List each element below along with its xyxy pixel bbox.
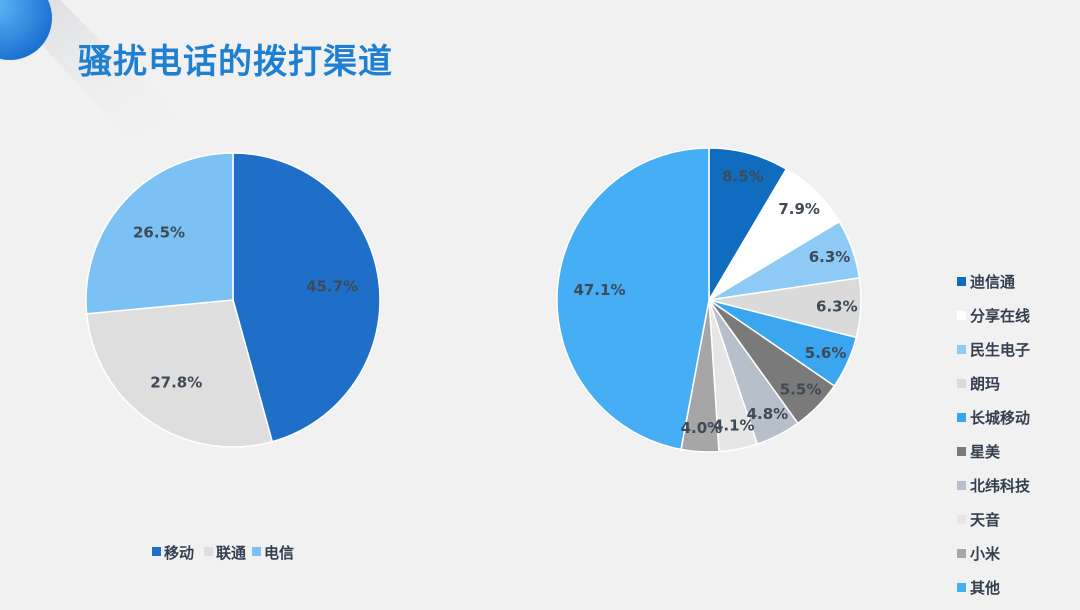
data-label: 27.8%	[150, 373, 202, 391]
pie-slice	[85, 299, 274, 448]
legend-swatch	[252, 547, 261, 556]
legend-label: 民生电子	[970, 341, 1030, 359]
pie-slice	[232, 152, 381, 443]
pie-slice	[556, 147, 710, 451]
data-label: 47.1%	[573, 281, 625, 299]
legend-label: 朗玛	[970, 375, 1000, 393]
legend-swatch	[957, 515, 966, 524]
legend-swatch	[957, 481, 966, 490]
pie-slice	[85, 152, 234, 315]
legend-label: 迪信通	[970, 273, 1015, 291]
legend-label: 移动	[164, 544, 194, 562]
data-label: 26.5%	[133, 224, 185, 242]
data-label: 5.5%	[780, 380, 822, 398]
legend-label: 长城移动	[970, 409, 1030, 427]
corner-decoration	[0, 0, 190, 130]
legend-label: 小米	[970, 545, 1001, 563]
legend-swatch	[957, 549, 966, 558]
data-label: 8.5%	[722, 168, 764, 186]
data-label: 45.7%	[306, 278, 358, 296]
data-label: 4.0%	[681, 419, 723, 437]
legend-label: 其他	[970, 579, 1000, 597]
legend-swatch	[957, 413, 966, 422]
legend-swatch	[957, 379, 966, 388]
pie-slices-2	[556, 147, 862, 453]
legend-label: 星美	[970, 443, 1001, 461]
legend-swatch	[957, 277, 966, 286]
pie-slices-1	[85, 152, 381, 448]
legend-swatch	[152, 547, 161, 556]
data-label: 7.9%	[778, 200, 820, 218]
legend-swatch	[957, 345, 966, 354]
legend-label: 分享在线	[970, 307, 1030, 325]
data-label: 6.3%	[816, 298, 858, 316]
page-title: 骚扰电话的拨打渠道	[78, 42, 393, 82]
legend-swatch	[957, 583, 966, 592]
data-label: 4.1%	[713, 417, 755, 435]
data-label: 6.3%	[809, 248, 851, 266]
legend-label: 联通	[216, 544, 246, 562]
legend-swatch	[204, 547, 213, 556]
legend-label: 北纬科技	[970, 477, 1031, 495]
legend-label: 电信	[264, 544, 294, 562]
legend-operators: 移动 联通 电信	[152, 544, 294, 562]
legend-swatch	[957, 447, 966, 456]
data-label: 4.8%	[747, 405, 789, 423]
legend-label: 天音	[970, 511, 1000, 529]
data-label: 5.6%	[805, 344, 847, 362]
legend-swatch	[957, 311, 966, 320]
